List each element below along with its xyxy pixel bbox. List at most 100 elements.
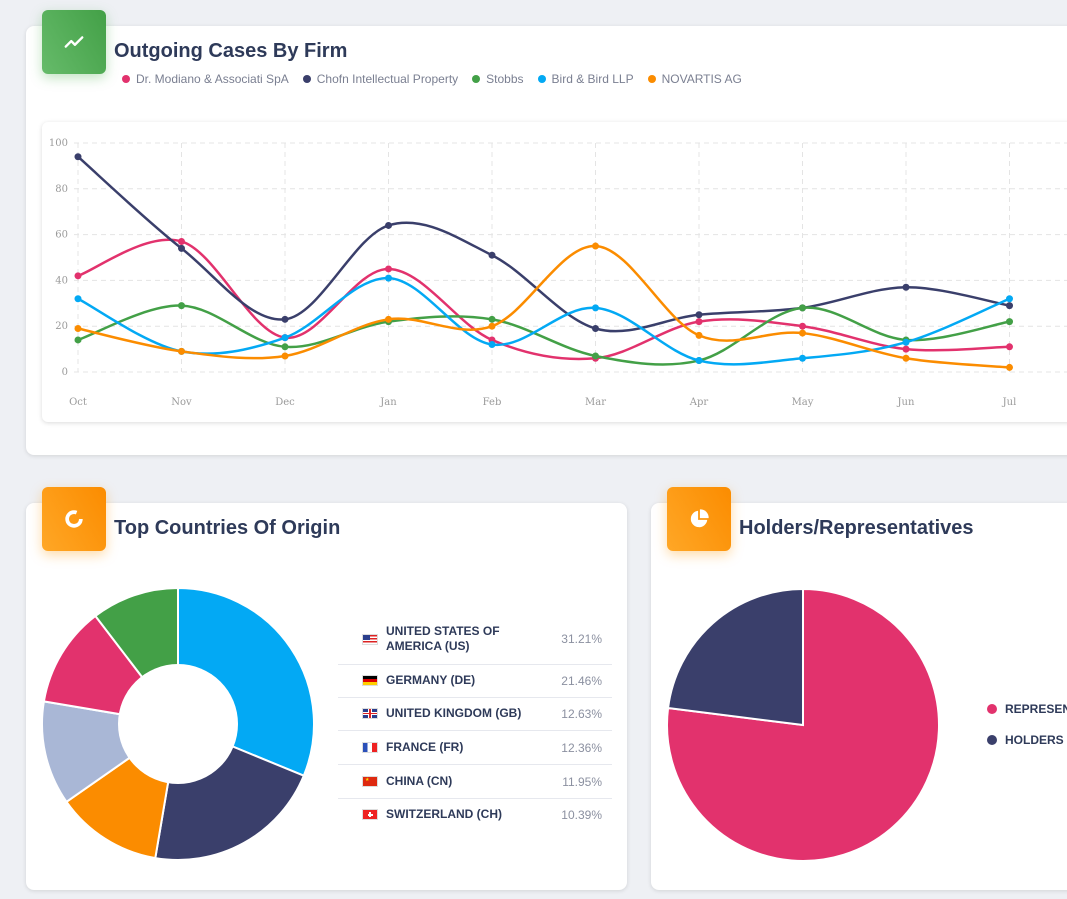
donut-hole [118,664,238,784]
country-row-united-states-of-america-us[interactable]: UNITED STATES OF AMERICA (US) 31.21% [338,614,612,665]
y-tick-label: 100 [49,138,68,149]
data-point-dr-modiano-associati-spa[interactable] [799,322,806,330]
data-point-dr-modiano-associati-spa[interactable] [385,265,392,273]
legend-item-bird-bird-llp[interactable]: Bird & Bird LLP [537,72,634,86]
flag-de-icon [362,675,378,686]
data-point-stobbs[interactable] [1006,318,1013,326]
flag-gb-icon [362,708,378,719]
country-percentage: 11.95% [562,774,602,789]
data-point-stobbs[interactable] [281,343,289,351]
data-point-bird-bird-llp[interactable] [385,274,392,282]
legend-label: HOLDERS [1005,733,1064,747]
holders-pie-chart [666,587,940,862]
data-point-dr-modiano-associati-spa[interactable] [902,345,910,353]
data-point-novartis-ag[interactable] [799,329,806,337]
data-point-stobbs[interactable] [592,352,599,360]
x-tick-label: Feb [483,397,502,408]
data-point-dr-modiano-associati-spa[interactable] [178,237,185,245]
data-point-bird-bird-llp[interactable] [281,334,289,342]
donut-chart-icon [42,487,106,551]
legend-label: Chofn Intellectual Property [316,72,459,86]
x-tick-label: Apr [689,397,709,408]
legend-item-chofn-intellectual-property[interactable]: Chofn Intellectual Property [302,72,459,86]
legend-label: Bird & Bird LLP [551,72,634,86]
y-tick-label: 0 [62,367,68,378]
country-row-france-fr[interactable]: FRANCE (FR) 12.36% [338,731,612,765]
country-row-china-cn[interactable]: ★ CHINA (CN) 11.95% [338,765,612,799]
legend-dot [647,75,656,83]
country-row-united-kingdom-gb[interactable]: UNITED KINGDOM (GB) 12.63% [338,697,612,731]
legend-label: Stobbs [486,72,524,86]
flag-fr-icon [362,742,378,753]
data-point-chofn-intellectual-property[interactable] [902,283,910,291]
legend-holders[interactable]: HOLDERS [987,733,1064,747]
data-point-stobbs[interactable] [488,315,496,323]
data-point-bird-bird-llp[interactable] [1006,295,1013,303]
legend-represent[interactable]: REPRESENT [987,702,1067,716]
series-line-novartis-ag [77,244,1010,369]
flag-cn-icon: ★ [362,776,378,787]
country-name: FRANCE (FR) [386,740,464,754]
y-tick-label: 60 [55,230,68,241]
data-point-bird-bird-llp[interactable] [488,341,496,349]
data-point-chofn-intellectual-property[interactable] [695,311,703,319]
legend-item-dr-modiano-associati-spa[interactable]: Dr. Modiano & Associati SpA [122,72,289,86]
y-tick-label: 20 [55,321,68,332]
legend-item-novartis-ag[interactable]: NOVARTIS AG [647,72,742,86]
country-row-switzerland-ch[interactable]: SWITZERLAND (CH) 10.39% [338,798,612,831]
data-point-novartis-ag[interactable] [902,354,910,362]
data-point-chofn-intellectual-property[interactable] [488,251,496,259]
data-point-novartis-ag[interactable] [385,315,392,323]
legend-label: REPRESENT [1005,702,1067,716]
legend-dot [537,75,546,83]
x-tick-label: Oct [69,397,87,408]
pie-slice-holders[interactable] [666,587,804,727]
country-row-germany-de[interactable]: GERMANY (DE) 21.46% [338,664,612,698]
data-point-novartis-ag[interactable] [281,352,289,360]
flag-ch-icon [362,809,378,820]
data-point-novartis-ag[interactable] [74,324,82,332]
data-point-novartis-ag[interactable] [695,331,703,339]
data-point-novartis-ag[interactable] [488,322,496,330]
legend-dot [302,75,311,83]
data-point-novartis-ag[interactable] [592,242,599,250]
data-point-dr-modiano-associati-spa[interactable] [695,318,703,326]
holders-title: Holders/Representatives [739,517,974,539]
country-name: UNITED STATES OF AMERICA (US) [386,624,500,653]
data-point-dr-modiano-associati-spa[interactable] [74,272,82,280]
y-tick-label: 40 [55,275,68,286]
legend-dot [987,735,997,745]
country-percentage: 12.63% [561,706,602,721]
data-point-bird-bird-llp[interactable] [74,295,82,303]
series-line-bird-bird-llp [77,276,1010,366]
series-line-chofn-intellectual-property [77,155,1010,333]
data-point-chofn-intellectual-property[interactable] [592,324,599,332]
data-point-stobbs[interactable] [74,336,82,344]
data-point-bird-bird-llp[interactable] [902,338,910,346]
legend-item-stobbs[interactable]: Stobbs [472,72,524,86]
data-point-dr-modiano-associati-spa[interactable] [1006,343,1013,351]
data-point-stobbs[interactable] [799,304,806,312]
data-point-bird-bird-llp[interactable] [592,304,599,312]
x-tick-label: Dec [275,397,295,408]
data-point-bird-bird-llp[interactable] [695,357,703,365]
data-point-chofn-intellectual-property[interactable] [178,244,185,252]
x-tick-label: Jul [1002,397,1017,408]
legend-dot [987,704,997,714]
data-point-chofn-intellectual-property[interactable] [281,315,289,323]
x-tick-label: Jun [897,397,915,408]
legend-dot [472,75,481,83]
x-tick-label: Jan [379,397,397,408]
countries-donut-chart [41,586,315,861]
data-point-chofn-intellectual-property[interactable] [385,221,392,229]
data-point-novartis-ag[interactable] [178,347,185,355]
country-percentage: 31.21% [561,632,602,646]
pie-chart-icon [667,487,731,551]
line-chart: 0 20 40 60 80 100 Oct Nov Dec Jan Feb Mar Apr May Jun J… [49,138,1067,408]
data-point-novartis-ag[interactable] [1006,363,1013,371]
data-point-chofn-intellectual-property[interactable] [74,153,82,161]
country-percentage: 12.36% [561,740,602,755]
data-point-chofn-intellectual-property[interactable] [1006,302,1013,310]
data-point-stobbs[interactable] [178,302,185,310]
data-point-bird-bird-llp[interactable] [799,354,806,362]
